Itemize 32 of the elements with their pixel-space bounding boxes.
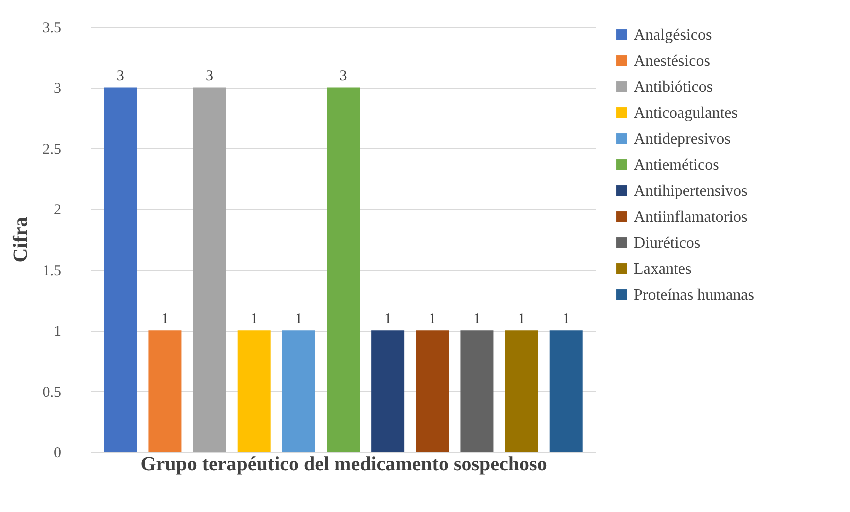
legend-label: Antieméticos <box>634 157 720 174</box>
legend-label: Antidepresivos <box>634 131 731 148</box>
legend-label: Antiinflamatorios <box>634 209 748 226</box>
y-tick-label: 0 <box>54 446 62 462</box>
legend-label: Laxantes <box>634 261 692 278</box>
y-axis-title: Cifra <box>10 217 32 263</box>
y-tick-label: 3.5 <box>42 20 62 36</box>
data-label: 1 <box>518 312 526 328</box>
data-label: 1 <box>250 312 258 328</box>
data-label: 1 <box>295 312 303 328</box>
data-label: 1 <box>562 312 570 328</box>
data-label: 3 <box>116 68 124 85</box>
data-label: 1 <box>473 312 481 328</box>
legend-label: Anestésicos <box>634 53 710 70</box>
data-label: 1 <box>161 312 169 328</box>
y-tick-label: 2 <box>54 202 62 219</box>
y-tick-label: 3 <box>54 81 62 98</box>
legend-label: Antihipertensivos <box>634 183 748 200</box>
legend-label: Proteínas humanas <box>634 287 754 304</box>
legend-label: Diuréticos <box>634 235 701 252</box>
legend-label: Antibióticos <box>634 79 714 96</box>
y-tick-label: 2.5 <box>42 142 62 158</box>
legend-label: Analgésicos <box>634 27 712 44</box>
data-label: 3 <box>206 68 214 85</box>
data-label: 1 <box>428 312 436 328</box>
legend-label: Anticoagulantes <box>634 105 738 122</box>
data-label: 1 <box>384 312 392 328</box>
y-tick-label: 1.5 <box>42 263 62 280</box>
data-label: 3 <box>340 68 348 85</box>
y-tick-label: 1 <box>54 324 62 340</box>
y-tick-label: 0.5 <box>42 384 62 401</box>
x-axis-title: Grupo terapéutico del medicamento sospechoso <box>140 454 548 476</box>
